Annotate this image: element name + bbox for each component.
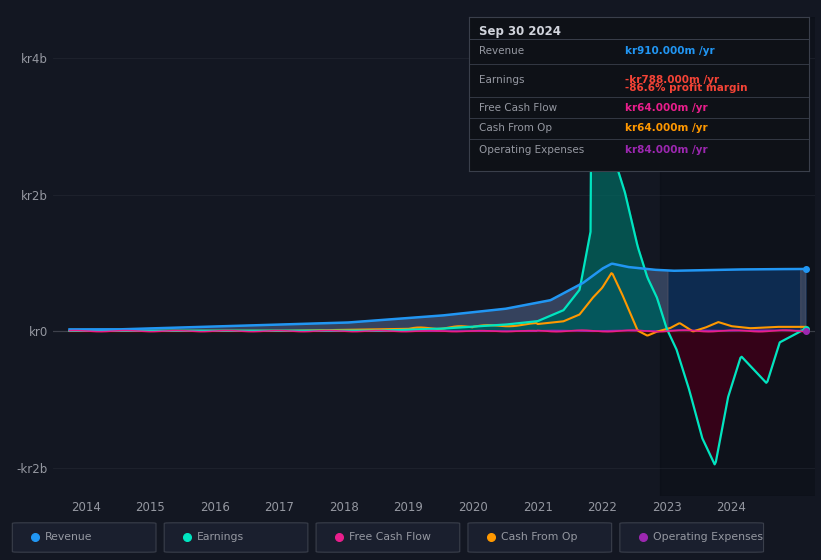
- Text: Sep 30 2024: Sep 30 2024: [479, 25, 561, 38]
- Text: Revenue: Revenue: [45, 532, 93, 542]
- FancyBboxPatch shape: [316, 523, 460, 552]
- Text: Revenue: Revenue: [479, 46, 524, 57]
- Text: Earnings: Earnings: [197, 532, 244, 542]
- Bar: [660, 17, 821, 496]
- Text: Operating Expenses: Operating Expenses: [653, 532, 763, 542]
- Text: kr64.000m /yr: kr64.000m /yr: [625, 123, 708, 133]
- FancyBboxPatch shape: [620, 523, 764, 552]
- Text: kr64.000m /yr: kr64.000m /yr: [625, 102, 708, 113]
- Text: kr910.000m /yr: kr910.000m /yr: [625, 46, 715, 57]
- Text: Operating Expenses: Operating Expenses: [479, 145, 585, 155]
- Text: Cash From Op: Cash From Op: [479, 123, 552, 133]
- Text: kr84.000m /yr: kr84.000m /yr: [625, 145, 708, 155]
- Text: -86.6% profit margin: -86.6% profit margin: [625, 83, 748, 94]
- FancyBboxPatch shape: [12, 523, 156, 552]
- Text: -kr788.000m /yr: -kr788.000m /yr: [625, 75, 719, 85]
- Text: Earnings: Earnings: [479, 75, 525, 85]
- Text: Cash From Op: Cash From Op: [501, 532, 577, 542]
- Text: Free Cash Flow: Free Cash Flow: [479, 102, 557, 113]
- FancyBboxPatch shape: [164, 523, 308, 552]
- FancyBboxPatch shape: [468, 523, 612, 552]
- Text: Free Cash Flow: Free Cash Flow: [349, 532, 431, 542]
